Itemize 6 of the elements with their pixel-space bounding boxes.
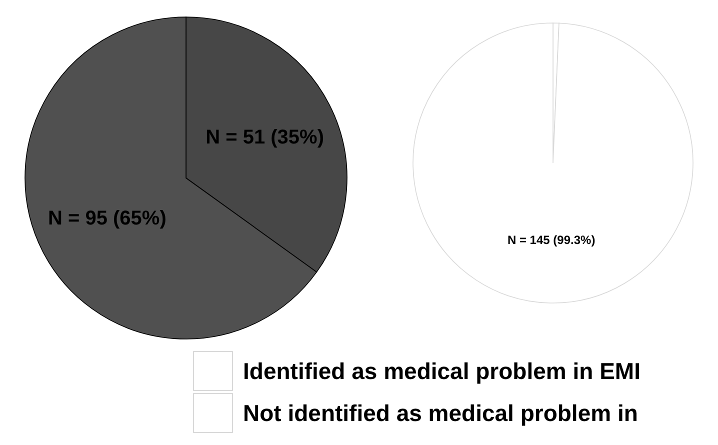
data-label: N = 51 (35%): [206, 126, 324, 149]
data-label: N = 95 (65%): [48, 207, 166, 230]
pie-slice: [412, 22, 694, 304]
data-label: N = 145 (99.3%): [507, 232, 596, 247]
legend-label: Not identified as medical problem in: [243, 400, 638, 426]
legend-label: Identified as medical problem in EMI: [243, 358, 640, 384]
